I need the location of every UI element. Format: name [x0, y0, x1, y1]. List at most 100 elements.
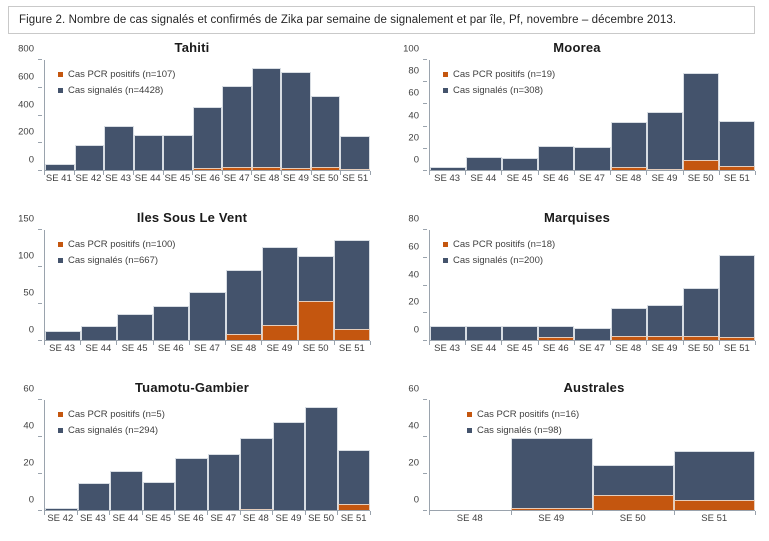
bar-australes-se-51[interactable] [673, 400, 755, 510]
bar-marquises-se-49[interactable] [646, 230, 683, 340]
bar-tahiti-se-47[interactable] [222, 60, 252, 170]
segment-cas-signales [45, 331, 82, 340]
x-tick-label: SE 43 [49, 343, 76, 354]
bar-tahiti-se-41[interactable] [45, 60, 75, 170]
x-tick-mark [755, 341, 756, 345]
bar-stack [430, 326, 467, 340]
bar-iles-sous-le-vent-se-49[interactable] [261, 230, 298, 340]
bar-iles-sous-le-vent-se-47[interactable] [189, 230, 226, 340]
bar-marquises-se-50[interactable] [682, 230, 719, 340]
y-axis-tahiti: 0 200 400 600 800 [0, 44, 42, 171]
bar-marquises-se-51[interactable] [718, 230, 755, 340]
y-tick-label: 80 [408, 213, 419, 225]
bar-tahiti-se-42[interactable] [74, 60, 105, 170]
x-tick-mark [682, 341, 684, 345]
bar-marquises-se-43[interactable] [430, 230, 467, 340]
bar-tahiti-se-51[interactable] [340, 60, 371, 170]
x-tick-mark [261, 341, 263, 345]
bar-stack [45, 508, 78, 510]
x-tick-label: SE 50 [687, 343, 714, 354]
bar-iles-sous-le-vent-se-46[interactable] [153, 230, 190, 340]
bar-tahiti-se-43[interactable] [104, 60, 134, 170]
y-tick-label: 0 [28, 494, 34, 506]
legend-label: Cas PCR positifs (n=100) [68, 239, 176, 250]
bar-iles-sous-le-vent-se-43[interactable] [45, 230, 82, 340]
bar-stack [261, 246, 298, 340]
x-tick-mark [465, 341, 467, 345]
bar-iles-sous-le-vent-se-51[interactable] [333, 230, 370, 340]
bar-tuamotu-gambier-se-42[interactable] [45, 400, 78, 510]
bar-stack [646, 111, 683, 170]
y-tick-label: 50 [23, 287, 34, 299]
bar-stack [574, 146, 611, 170]
bar-tahiti-se-48[interactable] [251, 60, 282, 170]
legend-item: Cas signalés (n=98) [467, 424, 579, 437]
bar-tahiti-se-45[interactable] [163, 60, 193, 170]
x-tick-label: SE 50 [308, 513, 334, 524]
bar-moorea-se-51[interactable] [718, 60, 755, 170]
legend-swatch-pcr-icon [467, 412, 472, 417]
bar-stack [718, 120, 755, 170]
bar-tuamotu-gambier-se-51[interactable] [337, 400, 370, 510]
segment-cas-pcr-positifs [222, 166, 252, 170]
chart-title-iles-sous-le-vent: Iles Sous Le Vent [136, 210, 248, 225]
bar-iles-sous-le-vent-se-44[interactable] [81, 230, 118, 340]
x-tick-mark [152, 341, 154, 345]
x-tick-label: SE 47 [194, 343, 220, 354]
bar-moorea-se-44[interactable] [466, 60, 503, 170]
legend-item: Cas PCR positifs (n=19) [443, 68, 555, 81]
legend-label: Cas PCR positifs (n=16) [477, 409, 580, 420]
x-tick-mark [646, 171, 648, 175]
bar-tahiti-se-49[interactable] [281, 60, 311, 170]
bar-tuamotu-gambier-se-45[interactable] [142, 400, 175, 510]
bar-marquises-se-46[interactable] [538, 230, 575, 340]
x-tick-label: SE 48 [230, 343, 257, 354]
bar-stack [222, 86, 252, 170]
bar-tuamotu-gambier-se-43[interactable] [77, 400, 110, 510]
bar-tuamotu-gambier-se-50[interactable] [305, 400, 338, 510]
bar-marquises-se-45[interactable] [502, 230, 539, 340]
bar-tuamotu-gambier-se-44[interactable] [110, 400, 143, 510]
bar-marquises-se-48[interactable] [610, 230, 647, 340]
bar-marquises-se-44[interactable] [466, 230, 503, 340]
x-tick-mark [188, 341, 190, 345]
bar-moorea-se-46[interactable] [538, 60, 575, 170]
chart-panel-iles-sous-le-vent: Iles Sous Le Vent 0 50 100 150 Cas PCR positi… [0, 208, 384, 371]
bar-iles-sous-le-vent-se-45[interactable] [117, 230, 154, 340]
legend-item: Cas signalés (n=294) [58, 424, 165, 437]
bar-moorea-se-50[interactable] [682, 60, 719, 170]
x-tick-mark [44, 341, 45, 345]
x-tick-mark [76, 511, 78, 515]
bar-tuamotu-gambier-se-46[interactable] [175, 400, 208, 510]
bar-tuamotu-gambier-se-47[interactable] [207, 400, 240, 510]
bar-iles-sous-le-vent-se-50[interactable] [297, 230, 334, 340]
x-tick-mark [174, 511, 176, 515]
segment-cas-pcr-positifs [333, 329, 370, 340]
bar-marquises-se-47[interactable] [574, 230, 611, 340]
y-tick-mark [423, 229, 427, 230]
segment-cas-signales [142, 481, 175, 510]
x-tick-label: SE 44 [470, 343, 497, 354]
bar-tahiti-se-50[interactable] [310, 60, 341, 170]
y-tick-label: 800 [18, 43, 34, 55]
bar-australes-se-49[interactable] [511, 400, 593, 510]
x-tick-label: SE 49 [266, 343, 293, 354]
bar-moorea-se-48[interactable] [610, 60, 647, 170]
bar-tuamotu-gambier-se-49[interactable] [272, 400, 305, 510]
bar-tahiti-se-44[interactable] [133, 60, 164, 170]
bar-stack [502, 157, 539, 170]
legend-iles-sous-le-vent: Cas PCR positifs (n=100) Cas signalés (n=… [58, 238, 175, 270]
segment-cas-signales [74, 144, 105, 170]
bar-tuamotu-gambier-se-48[interactable] [240, 400, 273, 510]
bar-moorea-se-49[interactable] [646, 60, 683, 170]
bar-moorea-se-43[interactable] [430, 60, 467, 170]
bar-iles-sous-le-vent-se-48[interactable] [225, 230, 262, 340]
bar-australes-se-50[interactable] [592, 400, 674, 510]
bar-moorea-se-45[interactable] [502, 60, 539, 170]
chart-panel-tahiti: Tahiti 0 200 400 600 800 Cas PCR positifs (n=1… [0, 38, 384, 201]
legend-label: Cas PCR positifs (n=19) [453, 69, 556, 80]
bar-moorea-se-47[interactable] [574, 60, 611, 170]
y-tick-mark [423, 284, 427, 286]
y-tick-label: 40 [23, 420, 34, 432]
bar-tahiti-se-46[interactable] [192, 60, 223, 170]
